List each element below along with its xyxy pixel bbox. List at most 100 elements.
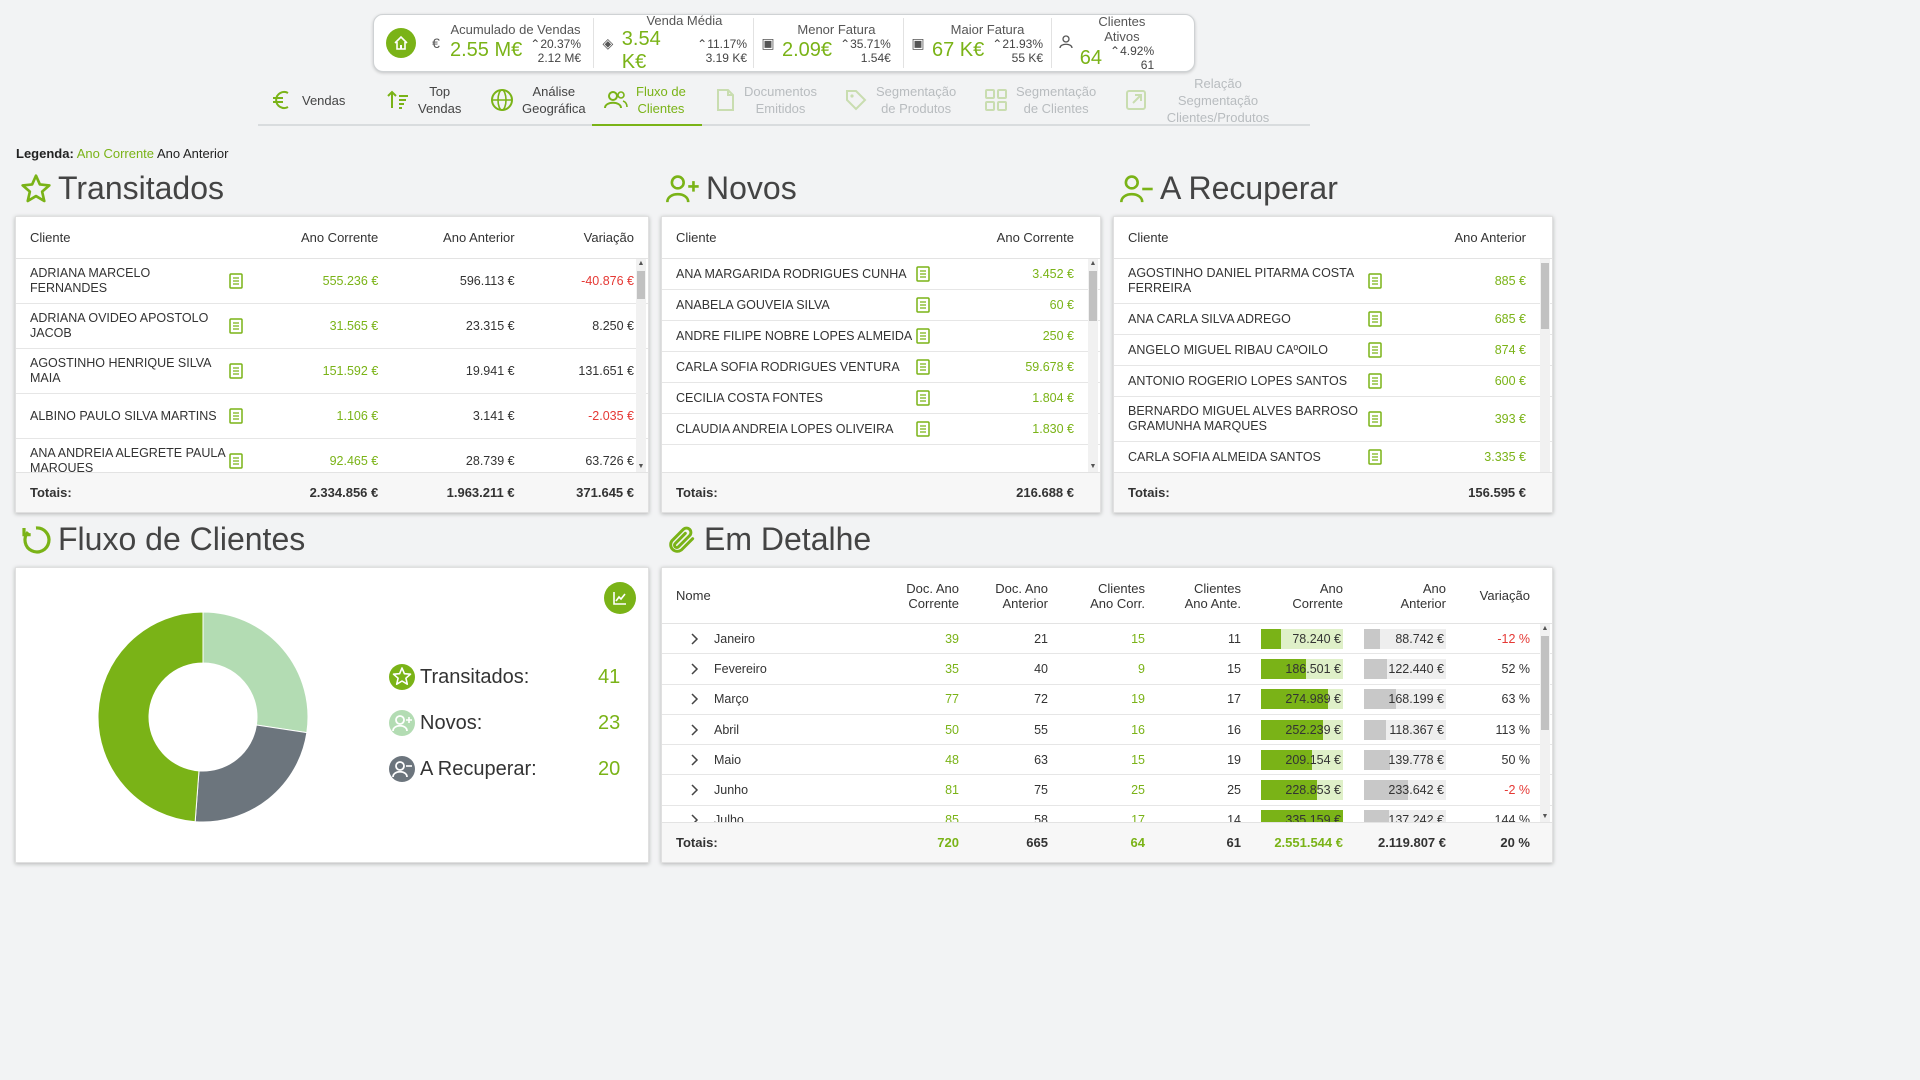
doc-cur: 50 <box>945 722 959 737</box>
kpi-value: 67 K€ <box>932 39 985 61</box>
legend-row-novos: Novos: 23 <box>388 700 628 746</box>
table-row[interactable]: ANA MARGARIDA RODRIGUES CUNHA 3.452 € <box>662 259 1100 290</box>
chevron-right-icon[interactable] <box>676 784 714 796</box>
tab-vendas[interactable]: Vendas <box>258 76 374 124</box>
chart-toggle-button[interactable] <box>604 582 636 614</box>
table-row[interactable]: AGOSTINHO DANIEL PITARMA COSTA FERREIRA 8… <box>1114 259 1552 304</box>
previous-bar: 139.778 € <box>1364 749 1446 770</box>
client-value: 59.678 € <box>1025 360 1074 374</box>
table-row[interactable]: AGOSTINHO HENRIQUE SILVA MAIA 151.592 € 19… <box>16 349 648 394</box>
document-icon[interactable] <box>1368 449 1408 465</box>
header-clientes-ano-ante[interactable]: Clientes Ano Ante. <box>1184 580 1241 611</box>
table-row[interactable]: CARLA SOFIA ALMEIDA SANTOS 3.335 € <box>1114 442 1552 472</box>
scrollbar[interactable]: ▲ ▼ <box>1088 259 1098 472</box>
document-icon[interactable] <box>1368 273 1408 289</box>
tab-segmentacao-clientes[interactable]: Segmentação de Clientes <box>972 76 1112 124</box>
scrollbar[interactable]: ▲ ▼ <box>636 259 646 472</box>
header-ano-corrente[interactable]: Ano Corrente <box>996 230 1074 245</box>
scrollbar[interactable]: ▲ ▼ <box>1540 624 1550 822</box>
tab-relacao-segmentacao[interactable]: Relação Segmentação Clientes/Produtos <box>1112 76 1292 125</box>
header-cliente[interactable]: Cliente <box>1128 230 1169 245</box>
doc-prev: 21 <box>1034 631 1048 646</box>
table-row[interactable]: Abril 50 55 16 16 252.239 € 118.367 € 113 % <box>662 715 1552 746</box>
header-ano-anterior[interactable]: Ano Anterior <box>1400 580 1446 611</box>
chevron-right-icon[interactable] <box>676 633 714 645</box>
table-row[interactable]: Junho 81 75 25 25 228.853 € 233.642 € -2 % <box>662 775 1552 806</box>
header-doc-ano-corrente[interactable]: Doc. Ano Corrente <box>906 580 959 611</box>
table-row[interactable]: Julho 85 58 17 14 335.159 € 137.242 € 144 % <box>662 806 1552 822</box>
cur-cell: 228.853 € <box>1241 780 1343 801</box>
previous-bar: 233.642 € <box>1364 780 1446 801</box>
document-icon[interactable] <box>1368 342 1408 358</box>
document-icon[interactable] <box>916 359 956 375</box>
table-row[interactable]: ANDRE FILIPE NOBRE LOPES ALMEIDA 250 € <box>662 321 1100 352</box>
kpi-bar: € Acumulado de Vendas 2.55 M€ ⌃20.37% 2.1… <box>373 13 1195 73</box>
home-button[interactable] <box>386 28 416 58</box>
table-row[interactable]: Fevereiro 35 40 9 15 186.501 € 122.440 € 52 % <box>662 654 1552 685</box>
header-cliente[interactable]: Cliente <box>30 230 71 245</box>
kpi-maior-fatura: ▣ Maior Fatura 67 K€ ⌃21.93% 55 K€ <box>904 18 1052 68</box>
document-icon[interactable] <box>229 318 269 334</box>
table-row[interactable]: Janeiro 39 21 15 11 78.240 € 88.742 € -12 % <box>662 624 1552 655</box>
donut-slice-transitados[interactable] <box>97 611 204 823</box>
tab-analise-geografica[interactable]: Análise Geográfica <box>478 76 592 124</box>
document-icon[interactable] <box>1368 311 1408 327</box>
scrollbar[interactable] <box>1540 259 1550 472</box>
header-doc-ano-anterior[interactable]: Doc. Ano Anterior <box>995 580 1048 611</box>
header-clientes-ano-corr[interactable]: Clientes Ano Corr. <box>1090 580 1145 611</box>
month-cell: Maio <box>676 753 876 767</box>
table-header: Nome Doc. Ano Corrente Doc. Ano Anterior C… <box>662 568 1552 624</box>
header-ano-anterior[interactable]: Ano Anterior <box>443 230 515 245</box>
table-row[interactable]: CARLA SOFIA RODRIGUES VENTURA 59.678 € <box>662 352 1100 383</box>
header-cliente[interactable]: Cliente <box>676 230 717 245</box>
table-row[interactable]: ADRIANA MARCELO FERNANDES 555.236 € 596.11… <box>16 259 648 304</box>
document-icon[interactable] <box>916 421 956 437</box>
document-icon[interactable] <box>1368 411 1408 427</box>
table-row[interactable]: Março 77 72 19 17 274.989 € 168.199 € 63 % <box>662 685 1552 715</box>
document-icon[interactable] <box>229 408 269 424</box>
table-row[interactable]: ANA CARLA SILVA ADREGO 685 € <box>1114 304 1552 335</box>
cur-cell: 186.501 € <box>1241 658 1343 679</box>
document-icon[interactable] <box>229 363 269 379</box>
total-cli-cur: 64 <box>1130 835 1145 850</box>
document-icon[interactable] <box>916 297 956 313</box>
document-icon[interactable] <box>229 273 269 289</box>
header-ano-corrente[interactable]: Ano Corrente <box>300 230 379 245</box>
table-row[interactable]: BERNARDO MIGUEL ALVES BARROSO GRAMUNHA M… <box>1114 397 1552 442</box>
header-ano-corrente[interactable]: Ano Corrente <box>1292 580 1343 611</box>
table-row[interactable]: CLAUDIA ANDREIA LOPES OLIVEIRA 1.830 € <box>662 414 1100 445</box>
table-row[interactable]: ANA ANDREIA ALEGRETE PAULA MARQUES 92.465… <box>16 439 648 472</box>
table-row[interactable]: ALBINO PAULO SILVA MARTINS 1.106 € 3.141 €… <box>16 394 648 439</box>
document-icon[interactable] <box>916 390 956 406</box>
tab-fluxo-clientes[interactable]: Fluxo de Clientes <box>592 76 702 126</box>
chevron-right-icon[interactable] <box>676 814 714 822</box>
table-row[interactable]: CECILIA COSTA FONTES 1.804 € <box>662 383 1100 414</box>
table-row[interactable]: Maio 48 63 15 19 209.154 € 139.778 € 50 % <box>662 745 1552 776</box>
document-icon[interactable] <box>916 328 956 344</box>
month-cell: Fevereiro <box>676 662 876 676</box>
table-row[interactable]: ANGELO MIGUEL RIBAU CAºOILO 874 € <box>1114 335 1552 366</box>
legend-previous: Ano Anterior <box>156 146 229 161</box>
header-variacao[interactable]: Variação <box>1479 588 1530 603</box>
tab-top-vendas[interactable]: Top Vendas <box>374 76 478 124</box>
tab-documentos-emitidos[interactable]: Documentos Emitidos <box>702 76 832 124</box>
cur-cell: 209.154 € <box>1241 749 1343 770</box>
chevron-right-icon[interactable] <box>676 663 714 675</box>
chevron-right-icon[interactable] <box>676 693 714 705</box>
table-row[interactable]: ANTONIO ROGERIO LOPES SANTOS 600 € <box>1114 366 1552 397</box>
table-row[interactable]: ANABELA GOUVEIA SILVA 60 € <box>662 290 1100 321</box>
donut-slice-novos[interactable] <box>202 611 309 734</box>
table-row[interactable]: ADRIANA OVIDEO APOSTOLO JACOB 31.565 € 23.… <box>16 304 648 349</box>
donut-slice-a-recuperar[interactable] <box>194 724 308 823</box>
document-icon[interactable] <box>229 453 269 469</box>
cli-cur: 16 <box>1131 722 1145 737</box>
prev-cell: 168.199 € <box>1343 689 1446 710</box>
tab-segmentacao-produtos[interactable]: Segmentação de Produtos <box>832 76 972 124</box>
header-nome[interactable]: Nome <box>676 588 711 603</box>
header-variacao[interactable]: Variação <box>583 230 634 245</box>
chevron-right-icon[interactable] <box>676 754 714 766</box>
document-icon[interactable] <box>1368 373 1408 389</box>
document-icon[interactable] <box>916 266 956 282</box>
header-ano-anterior[interactable]: Ano Anterior <box>1454 230 1526 245</box>
chevron-right-icon[interactable] <box>676 724 714 736</box>
